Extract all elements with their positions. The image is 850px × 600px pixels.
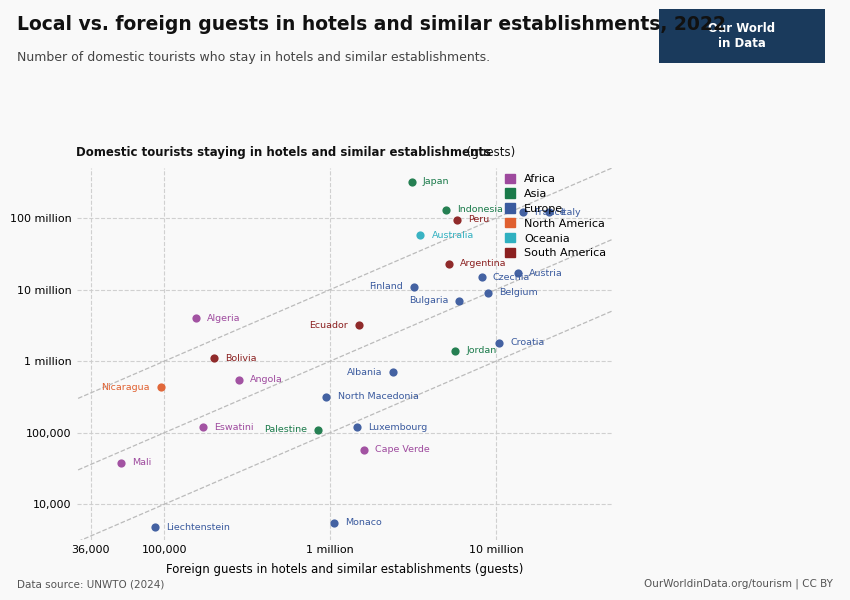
Text: Mali: Mali [133, 458, 151, 467]
Text: Data source: UNWTO (2024): Data source: UNWTO (2024) [17, 579, 164, 589]
Text: Ecuador: Ecuador [309, 320, 348, 329]
Legend: Africa, Asia, Europe, North America, Oceania, South America: Africa, Asia, Europe, North America, Oce… [506, 173, 606, 259]
Point [327, 518, 341, 527]
Point [405, 177, 418, 187]
Text: Monaco: Monaco [345, 518, 382, 527]
Text: Italy: Italy [560, 208, 581, 217]
Point [387, 367, 400, 377]
Text: Croatia: Croatia [511, 338, 545, 347]
Text: Belgium: Belgium [500, 289, 538, 298]
Text: Jordan: Jordan [467, 346, 497, 355]
Text: OurWorldinData.org/tourism | CC BY: OurWorldinData.org/tourism | CC BY [644, 578, 833, 589]
Point [449, 346, 462, 356]
Point [353, 320, 366, 330]
Text: Bulgaria: Bulgaria [409, 296, 448, 305]
Text: Algeria: Algeria [207, 314, 241, 323]
Point [189, 313, 202, 323]
Text: Finland: Finland [369, 282, 403, 291]
X-axis label: Foreign guests in hotels and similar establishments (guests): Foreign guests in hotels and similar est… [166, 563, 523, 576]
Text: Australia: Australia [432, 230, 473, 239]
Point [407, 282, 421, 292]
Point [452, 296, 466, 305]
Text: (guests): (guests) [463, 146, 515, 159]
Text: Austria: Austria [529, 269, 563, 278]
Point [357, 445, 371, 454]
Text: Nicaragua: Nicaragua [101, 383, 150, 392]
Text: France: France [534, 208, 565, 217]
Text: Liechtenstein: Liechtenstein [167, 523, 230, 532]
Point [312, 425, 326, 434]
Text: Argentina: Argentina [460, 259, 507, 268]
Point [475, 272, 489, 282]
Text: Angola: Angola [250, 375, 282, 384]
Point [320, 392, 333, 401]
Text: Number of domestic tourists who stay in hotels and similar establishments.: Number of domestic tourists who stay in … [17, 51, 490, 64]
Point [196, 422, 209, 432]
Text: Bolivia: Bolivia [225, 353, 257, 362]
Point [414, 230, 428, 240]
Text: Domestic tourists staying in hotels and similar establishments: Domestic tourists staying in hotels and … [76, 146, 491, 159]
Point [482, 288, 496, 298]
Point [232, 375, 246, 385]
Text: Our World
in Data: Our World in Data [708, 22, 775, 50]
Point [439, 205, 453, 215]
Point [154, 383, 167, 392]
Text: Palestine: Palestine [264, 425, 308, 434]
Point [542, 208, 556, 217]
Text: Albania: Albania [347, 368, 382, 377]
Text: North Macedonia: North Macedonia [337, 392, 418, 401]
Text: Eswatini: Eswatini [213, 422, 253, 431]
Point [149, 522, 162, 532]
Point [511, 268, 524, 278]
Text: Indonesia: Indonesia [457, 205, 503, 214]
Point [442, 259, 456, 269]
Point [115, 458, 128, 467]
Point [493, 338, 507, 347]
Point [450, 215, 463, 224]
Point [207, 353, 221, 363]
Point [516, 208, 530, 217]
Text: Czechia: Czechia [493, 272, 530, 281]
Text: Luxembourg: Luxembourg [368, 422, 428, 431]
Point [350, 422, 364, 432]
Text: Cape Verde: Cape Verde [375, 445, 430, 454]
Text: Japan: Japan [422, 178, 450, 187]
Text: Peru: Peru [468, 215, 489, 224]
Text: Local vs. foreign guests in hotels and similar establishments, 2022: Local vs. foreign guests in hotels and s… [17, 15, 726, 34]
